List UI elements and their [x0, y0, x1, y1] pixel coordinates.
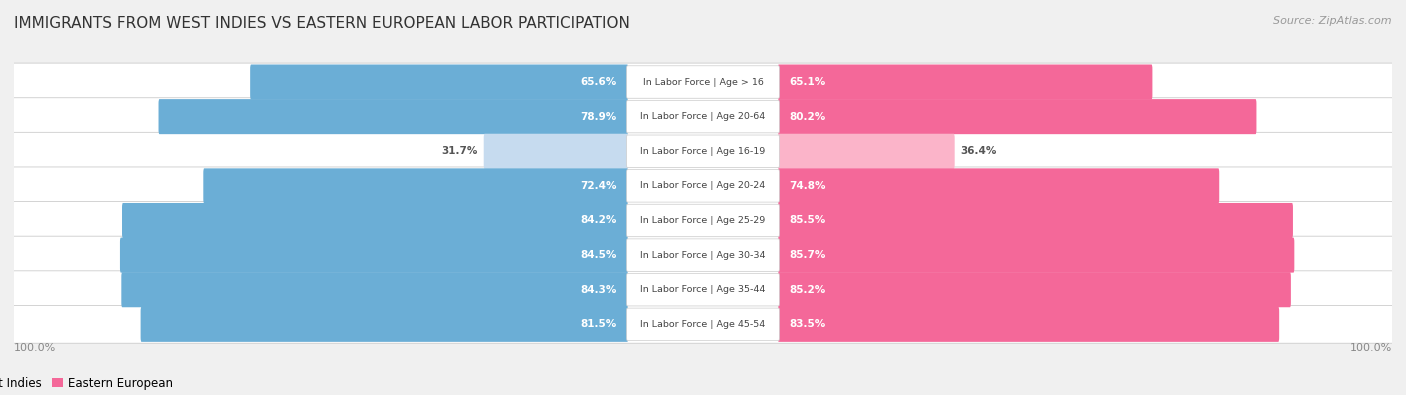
Text: 65.1%: 65.1% [789, 77, 825, 87]
Text: 85.2%: 85.2% [789, 285, 825, 295]
Text: IMMIGRANTS FROM WEST INDIES VS EASTERN EUROPEAN LABOR PARTICIPATION: IMMIGRANTS FROM WEST INDIES VS EASTERN E… [14, 16, 630, 31]
Text: In Labor Force | Age > 16: In Labor Force | Age > 16 [643, 77, 763, 87]
Text: 83.5%: 83.5% [789, 319, 825, 329]
Text: 72.4%: 72.4% [581, 181, 617, 191]
FancyBboxPatch shape [13, 132, 1393, 170]
FancyBboxPatch shape [778, 134, 955, 169]
Text: 65.6%: 65.6% [581, 77, 617, 87]
FancyBboxPatch shape [13, 63, 1393, 101]
Text: 81.5%: 81.5% [581, 319, 617, 329]
Text: In Labor Force | Age 45-54: In Labor Force | Age 45-54 [640, 320, 766, 329]
FancyBboxPatch shape [141, 307, 628, 342]
FancyBboxPatch shape [627, 100, 779, 133]
FancyBboxPatch shape [122, 203, 628, 238]
Text: In Labor Force | Age 20-24: In Labor Force | Age 20-24 [640, 181, 766, 190]
FancyBboxPatch shape [627, 66, 779, 98]
Text: In Labor Force | Age 30-34: In Labor Force | Age 30-34 [640, 250, 766, 260]
FancyBboxPatch shape [778, 99, 1257, 134]
Text: 31.7%: 31.7% [441, 146, 478, 156]
FancyBboxPatch shape [778, 64, 1153, 100]
Text: 85.7%: 85.7% [789, 250, 825, 260]
Text: 84.5%: 84.5% [581, 250, 617, 260]
Text: 84.2%: 84.2% [581, 216, 617, 226]
FancyBboxPatch shape [778, 307, 1279, 342]
Text: In Labor Force | Age 20-64: In Labor Force | Age 20-64 [640, 112, 766, 121]
FancyBboxPatch shape [627, 135, 779, 167]
Text: In Labor Force | Age 35-44: In Labor Force | Age 35-44 [640, 285, 766, 294]
FancyBboxPatch shape [13, 98, 1393, 135]
Text: In Labor Force | Age 16-19: In Labor Force | Age 16-19 [640, 147, 766, 156]
Text: 78.9%: 78.9% [581, 112, 617, 122]
FancyBboxPatch shape [484, 134, 628, 169]
Text: Source: ZipAtlas.com: Source: ZipAtlas.com [1274, 16, 1392, 26]
FancyBboxPatch shape [778, 272, 1291, 307]
FancyBboxPatch shape [250, 64, 628, 100]
FancyBboxPatch shape [778, 203, 1294, 238]
FancyBboxPatch shape [121, 272, 628, 307]
FancyBboxPatch shape [627, 169, 779, 202]
FancyBboxPatch shape [159, 99, 628, 134]
Text: In Labor Force | Age 25-29: In Labor Force | Age 25-29 [640, 216, 766, 225]
FancyBboxPatch shape [627, 204, 779, 237]
FancyBboxPatch shape [778, 237, 1295, 273]
Text: 36.4%: 36.4% [960, 146, 997, 156]
FancyBboxPatch shape [13, 167, 1393, 205]
FancyBboxPatch shape [13, 201, 1393, 239]
FancyBboxPatch shape [13, 305, 1393, 343]
Text: 80.2%: 80.2% [789, 112, 825, 122]
Text: 100.0%: 100.0% [1350, 343, 1392, 353]
FancyBboxPatch shape [120, 237, 628, 273]
FancyBboxPatch shape [204, 168, 628, 203]
FancyBboxPatch shape [627, 239, 779, 271]
Legend: Immigrants from West Indies, Eastern European: Immigrants from West Indies, Eastern Eur… [0, 377, 173, 389]
FancyBboxPatch shape [13, 236, 1393, 274]
FancyBboxPatch shape [778, 168, 1219, 203]
Text: 84.3%: 84.3% [581, 285, 617, 295]
Text: 85.5%: 85.5% [789, 216, 825, 226]
Text: 100.0%: 100.0% [14, 343, 56, 353]
FancyBboxPatch shape [13, 271, 1393, 308]
Text: 74.8%: 74.8% [789, 181, 825, 191]
FancyBboxPatch shape [627, 273, 779, 306]
FancyBboxPatch shape [627, 308, 779, 340]
